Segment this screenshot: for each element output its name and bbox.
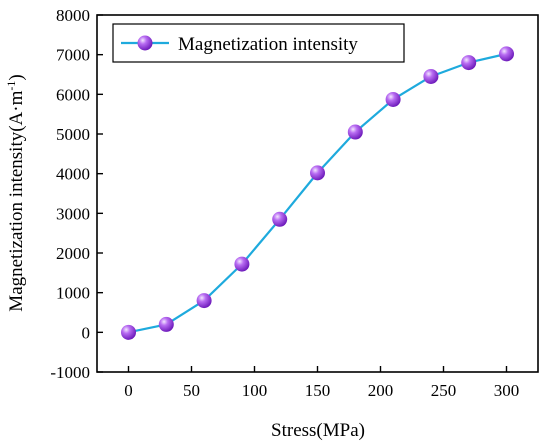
x-ticks: 0 50 100 150 200 250 300: [124, 366, 519, 400]
legend-label: Magnetization intensity: [178, 34, 358, 55]
data-point: [423, 68, 439, 84]
data-point: [385, 91, 401, 107]
data-point: [272, 211, 288, 227]
y-tick-label: 0: [82, 323, 91, 342]
x-tick-label: 0: [124, 381, 133, 400]
y-tick-label: 8000: [56, 6, 90, 25]
y-axis-title: Magnetization intensity(A·m-1): [4, 74, 27, 311]
data-point: [461, 55, 477, 71]
plot-area: [97, 15, 538, 372]
legend: Magnetization intensity: [112, 23, 405, 63]
legend-marker: [137, 35, 153, 51]
y-tick-label: 3000: [56, 204, 90, 223]
x-tick-label: 300: [494, 381, 520, 400]
x-tick-label: 100: [242, 381, 268, 400]
x-axis-title: Stress(MPa): [271, 420, 365, 441]
y-axis-title-close: ): [6, 74, 27, 80]
data-point: [347, 124, 363, 140]
y-tick-label: 6000: [56, 85, 90, 104]
y-ticks: -1000 0 1000 2000 3000 4000 5000 6000 7000 8000: [50, 6, 103, 382]
x-tick-label: 50: [183, 381, 200, 400]
x-tick-label: 250: [431, 381, 457, 400]
data-point: [234, 256, 250, 272]
y-tick-label: 4000: [56, 165, 90, 184]
data-point: [499, 46, 514, 62]
data-point: [121, 324, 136, 340]
x-tick-label: 150: [305, 381, 331, 400]
data-point: [158, 316, 174, 332]
y-tick-label: 7000: [56, 46, 90, 65]
y-tick-label: -1000: [50, 363, 90, 382]
y-tick-label: 1000: [56, 284, 90, 303]
data-point: [310, 165, 325, 181]
y-tick-label: 5000: [56, 125, 90, 144]
data-point: [196, 293, 212, 309]
y-tick-label: 2000: [56, 244, 90, 263]
data-points: [121, 46, 514, 340]
y-axis-title-main: Magnetization intensity(A·m: [6, 90, 27, 311]
x-tick-label: 200: [368, 381, 394, 400]
y-axis-title-superscript: -1: [4, 81, 18, 91]
